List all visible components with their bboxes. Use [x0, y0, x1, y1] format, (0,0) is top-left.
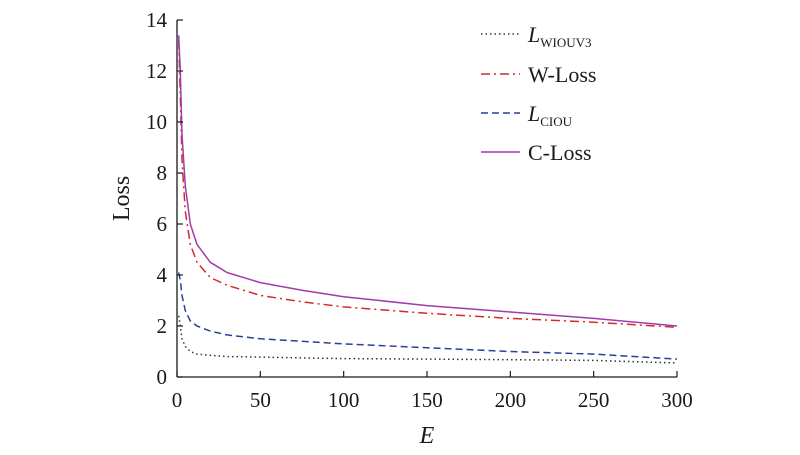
y-tick-label: 8 — [157, 161, 168, 185]
legend-label-text: C-Loss — [528, 140, 592, 165]
x-tick-label: 0 — [172, 388, 183, 412]
y-ticks: 0 2 4 6 8 10 12 14 — [146, 8, 183, 389]
x-tick-label: 150 — [411, 388, 443, 412]
x-ticks: 0 50 100 150 200 250 300 — [172, 371, 693, 412]
legend-label: LCIOU — [527, 101, 573, 129]
legend-label-main: L — [527, 101, 540, 126]
y-tick-label: 10 — [146, 110, 167, 134]
y-axis-title: Loss — [109, 176, 135, 221]
x-tick-label: 200 — [495, 388, 527, 412]
legend-label-sub: WIOUV3 — [540, 35, 591, 50]
legend-label: C-Loss — [528, 140, 592, 165]
series-line-2 — [177, 272, 678, 360]
y-tick-label: 2 — [157, 314, 168, 338]
y-tick-label: 0 — [157, 365, 168, 389]
y-tick-label: 4 — [157, 263, 168, 287]
series-line-3 — [177, 35, 678, 327]
y-tick-label: 12 — [146, 59, 167, 83]
legend-label: W-Loss — [528, 62, 596, 87]
legend-label-main: L — [527, 22, 540, 47]
x-tick-label: 100 — [328, 388, 360, 412]
series-layer — [177, 35, 678, 364]
plot-area: 0 50 100 150 200 250 300 0 2 4 6 8 10 12 14 — [146, 8, 693, 412]
legend-label-sub: CIOU — [540, 114, 572, 129]
legend-label-text: W-Loss — [528, 62, 596, 87]
legend-label: LWIOUV3 — [527, 22, 592, 50]
x-tick-label: 50 — [250, 388, 271, 412]
y-tick-label: 14 — [146, 8, 168, 32]
x-tick-label: 250 — [578, 388, 610, 412]
x-tick-label: 300 — [661, 388, 693, 412]
y-tick-label: 6 — [157, 212, 168, 236]
series-line-1 — [177, 40, 678, 329]
x-axis-title: E — [419, 423, 435, 449]
